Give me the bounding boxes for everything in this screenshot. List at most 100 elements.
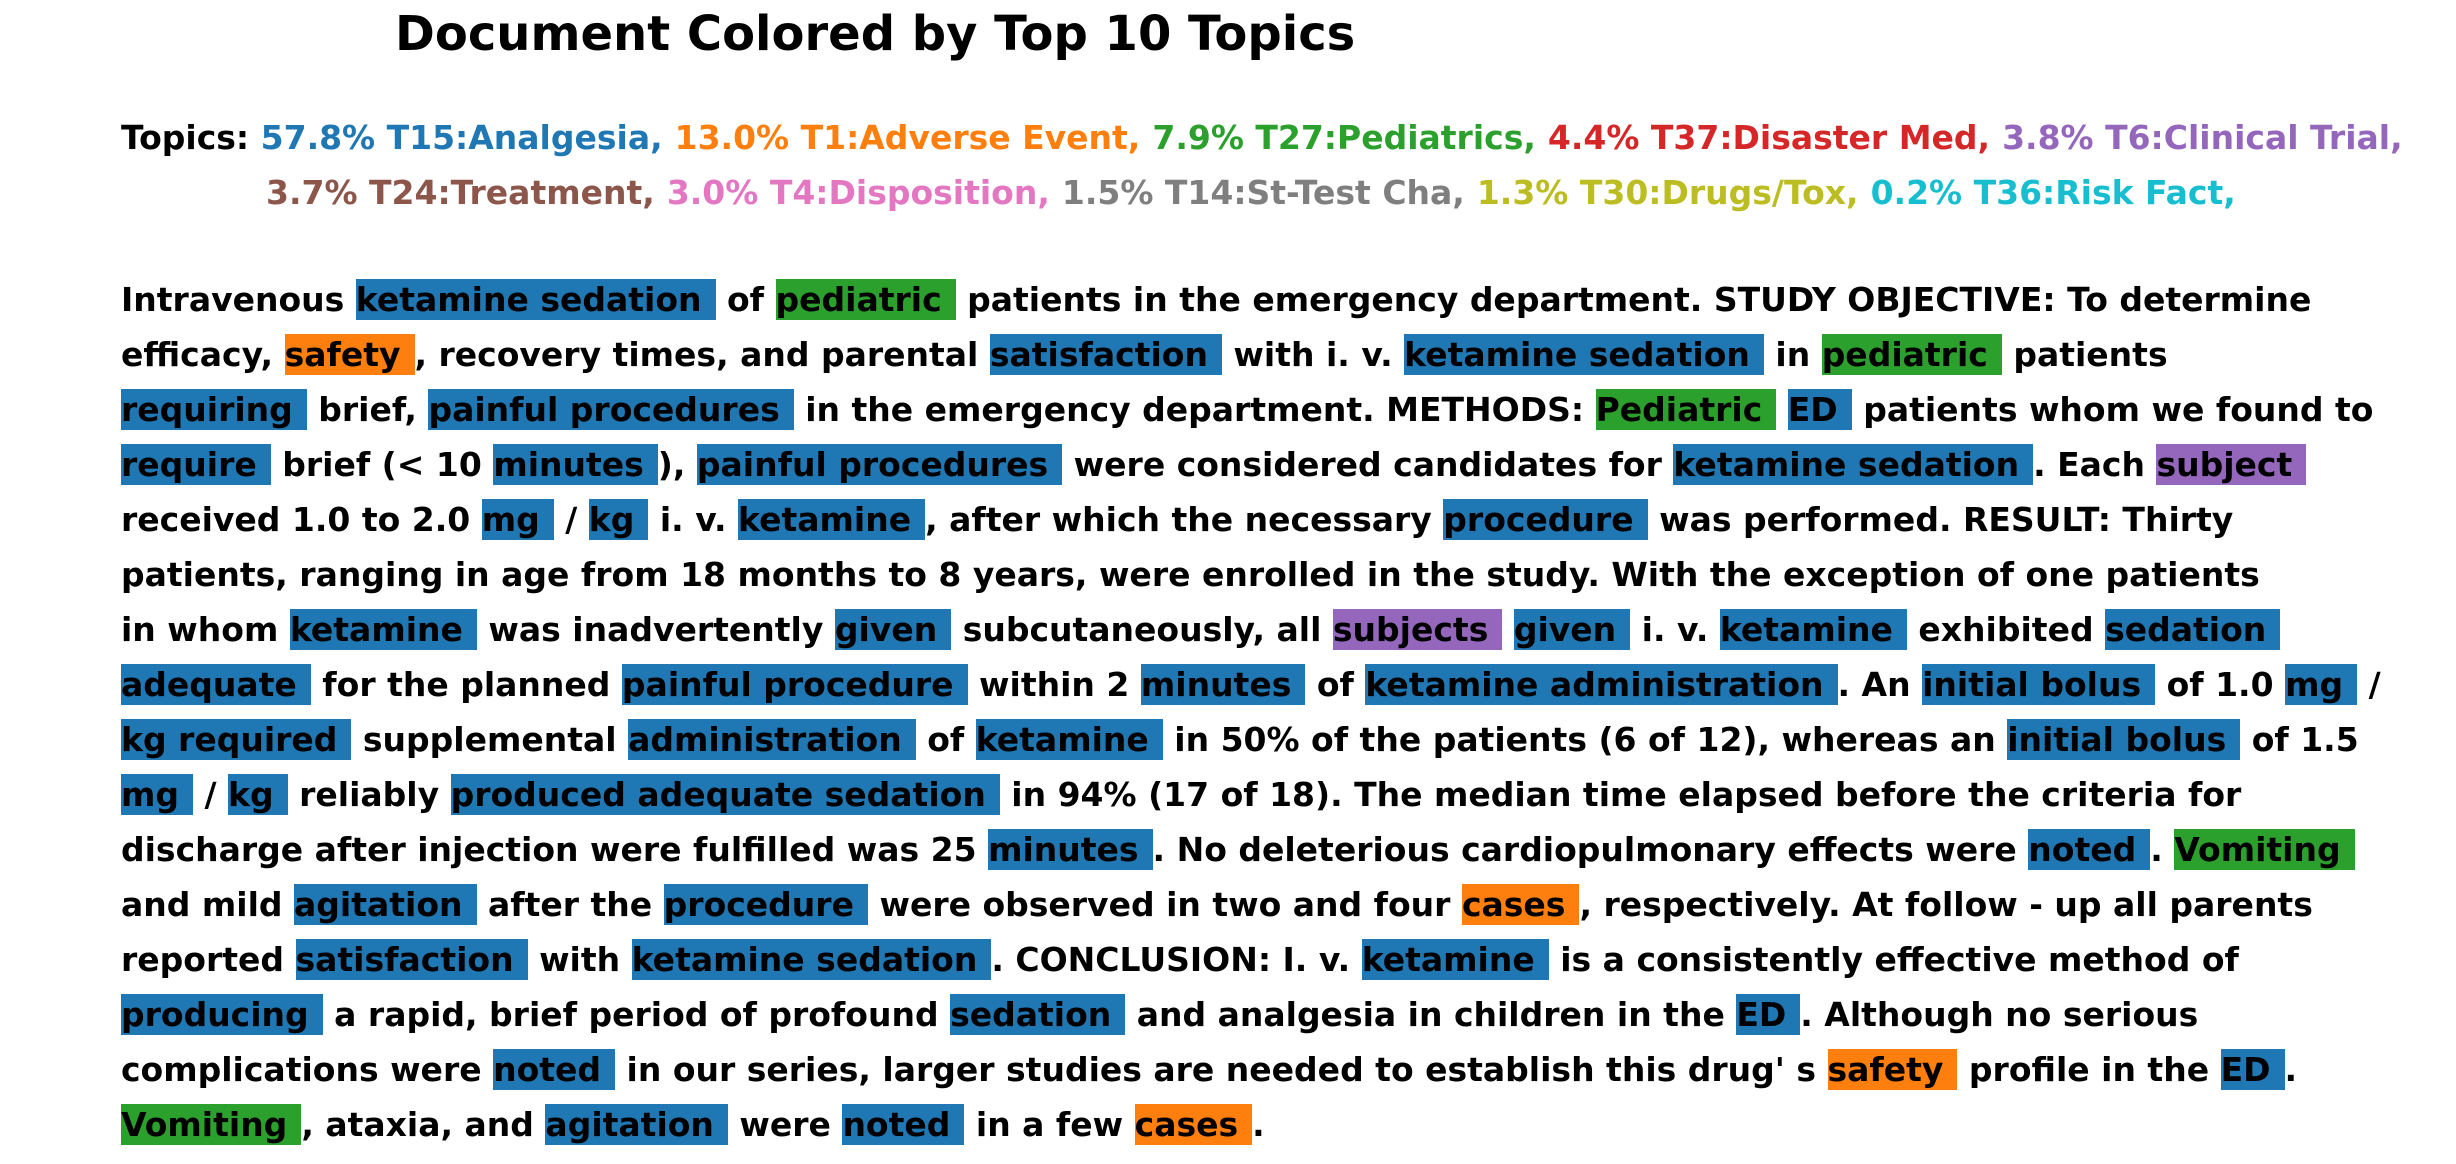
plain-text (1776, 390, 1788, 429)
highlighted-term-t27: Pediatric (1595, 389, 1777, 430)
plain-text: reliably (287, 775, 451, 814)
plain-text: patients whom we found to (1851, 390, 2374, 429)
highlighted-term-t6: subjects (1332, 609, 1503, 650)
page-title: Document Colored by Top 10 Topics (395, 6, 1356, 62)
plain-text: in a few (964, 1105, 1135, 1144)
document-line: discharge after injection were fulfilled… (121, 822, 2451, 877)
highlighted-term-t15: administration (628, 719, 916, 760)
highlighted-term-t15: painful procedure (621, 664, 968, 705)
plain-text: i. v. (1630, 610, 1720, 649)
highlighted-term-t15: noted (493, 1049, 616, 1090)
plain-text: brief (< 10 (270, 445, 494, 484)
topic-legend-item: 3.8% T6:Clinical Trial, (2002, 118, 2403, 157)
highlighted-term-t15: sedation (2105, 609, 2281, 650)
highlighted-term-t15: noted (2028, 829, 2151, 870)
plain-text: . (1252, 1105, 1265, 1144)
topics-label: Topics: (121, 118, 250, 157)
plain-text: patients (2001, 335, 2168, 374)
highlighted-term-t15: ketamine sedation (1673, 444, 2034, 485)
highlighted-term-t15: given (1513, 609, 1631, 650)
highlighted-term-t15: minutes (1140, 664, 1306, 705)
plain-text: / (553, 500, 589, 539)
topic-legend-item: 3.0% T4:Disposition, (666, 173, 1050, 212)
plain-text: . An (1837, 665, 1923, 704)
plain-text: . Although no serious (1800, 995, 2199, 1034)
plain-text: of (715, 280, 776, 319)
highlighted-term-t15: ED (1787, 389, 1852, 430)
plain-text: of (915, 720, 976, 759)
document-line: received 1.0 to 2.0 mg / kg i. v. ketami… (121, 492, 2451, 547)
plain-text: ), (657, 445, 697, 484)
highlighted-term-t15: initial bolus (1922, 664, 2156, 705)
highlighted-term-t15: ketamine (738, 499, 926, 540)
document-text: Intravenous ketamine sedation of pediatr… (121, 272, 2451, 1152)
plain-text: supplemental (351, 720, 629, 759)
plain-text: , respectively. At follow - up all paren… (1579, 885, 2313, 924)
highlighted-term-t27: pediatric (1821, 334, 2002, 375)
highlighted-term-t15: procedure (663, 884, 868, 925)
document-line: efficacy, safety, recovery times, and pa… (121, 327, 2451, 382)
highlighted-term-t15: kg (228, 774, 288, 815)
plain-text: . CONCLUSION: I. v. (991, 940, 1362, 979)
plain-text: in 50% of the patients (6 of 12), wherea… (1162, 720, 2008, 759)
plain-text: were observed in two and four (867, 885, 1462, 924)
highlighted-term-t15: ketamine administration (1365, 664, 1838, 705)
highlighted-term-t15: ketamine (1719, 609, 1907, 650)
topics-legend-line-1: Topics: 57.8% T15:Analgesia, 13.0% T1:Adv… (121, 110, 2451, 165)
document-line: patients, ranging in age from 18 months … (121, 547, 2451, 602)
highlighted-term-t15: sedation (950, 994, 1126, 1035)
plain-text: patients in the emergency department. ST… (955, 280, 2312, 319)
topic-legend-item: 0.2% T36:Risk Fact, (1870, 173, 2236, 212)
highlighted-term-t15: ketamine (289, 609, 477, 650)
plain-text: is a consistently effective method of (1548, 940, 2239, 979)
highlighted-term-t15: ED (2220, 1049, 2285, 1090)
document-line: require brief (< 10 minutes), painful pr… (121, 437, 2451, 492)
plain-text: were considered candidates for (1062, 445, 1674, 484)
plain-text: in our series, larger studies are needed… (615, 1050, 1828, 1089)
topic-legend-item: 13.0% T1:Adverse Event, (674, 118, 1141, 157)
highlighted-term-t15: mg (481, 499, 554, 540)
plain-text: complications were (121, 1050, 494, 1089)
highlighted-term-t1: cases (1134, 1104, 1253, 1145)
topics-row-1: 57.8% T15:Analgesia, 13.0% T1:Adverse Eve… (261, 118, 2415, 157)
document-line: requiring brief, painful procedures in t… (121, 382, 2451, 437)
document-line: complications were noted in our series, … (121, 1042, 2451, 1097)
plain-text: and analgesia in children in the (1125, 995, 1737, 1034)
plain-text: a rapid, brief period of profound (322, 995, 951, 1034)
plain-text: were (727, 1105, 843, 1144)
highlighted-term-t1: cases (1461, 884, 1580, 925)
plain-text: brief, (306, 390, 429, 429)
topic-legend-item: 4.4% T37:Disaster Med, (1547, 118, 1991, 157)
plain-text: i. v. (648, 500, 739, 539)
highlighted-term-t15: requiring (121, 389, 307, 430)
plain-text: discharge after injection were fulfilled… (121, 830, 989, 869)
highlighted-term-t27: pediatric (775, 279, 956, 320)
highlighted-term-t15: ketamine sedation (1404, 334, 1764, 375)
highlighted-term-t15: ED (1736, 994, 1801, 1035)
plain-text: subcutaneously, all (951, 610, 1333, 649)
plain-text: for the planned (310, 665, 622, 704)
highlighted-term-t15: ketamine sedation (355, 279, 716, 320)
plain-text: in 94% (17 of 18). The median time elaps… (999, 775, 2242, 814)
highlighted-term-t15: kg required (121, 719, 352, 760)
plain-text: in whom (121, 610, 290, 649)
document-line: adequate for the planned painful procedu… (121, 657, 2451, 712)
topic-legend-item: 7.9% T27:Pediatrics, (1152, 118, 1536, 157)
plain-text: received 1.0 to 2.0 (121, 500, 482, 539)
topic-legend-item: 57.8% T15:Analgesia, (260, 118, 663, 157)
plain-text: , ataxia, and (301, 1105, 546, 1144)
document-line: Vomiting, ataxia, and agitation were not… (121, 1097, 2451, 1152)
highlighted-term-t15: mg (2285, 664, 2358, 705)
plain-text: of 1.5 (2240, 720, 2359, 759)
plain-text: efficacy, (121, 335, 285, 374)
plain-text: in (1763, 335, 1822, 374)
highlighted-term-t15: minutes (493, 444, 658, 485)
document-line: kg required supplemental administration … (121, 712, 2451, 767)
document-line: in whom ketamine was inadvertently given… (121, 602, 2451, 657)
highlighted-term-t27: Vomiting (2174, 829, 2355, 870)
plain-text: . (2284, 1050, 2298, 1089)
plain-text (1502, 610, 1514, 649)
highlighted-term-t6: subject (2156, 444, 2307, 485)
highlighted-term-t27: Vomiting (121, 1104, 302, 1145)
highlighted-term-t15: agitation (294, 884, 477, 925)
